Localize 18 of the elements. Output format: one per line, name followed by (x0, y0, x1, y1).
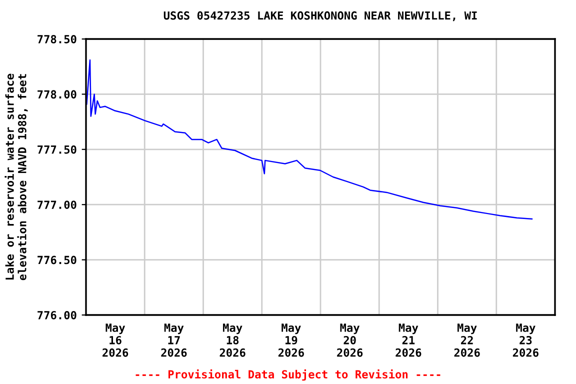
x-tick-label: May 20 2026 (337, 324, 363, 357)
line-series (86, 59, 533, 220)
text: ---- Provisional Data Subject to Revision ---- (136, 369, 440, 381)
x-tick-label: May 22 2026 (454, 324, 480, 357)
y-tick-label: 777.50 (38, 145, 76, 154)
y-axis-title: Lake or reservoir water surface elevation above NAVD 1988, feet (4, 74, 28, 280)
x-tick-label: May 21 2026 (396, 324, 422, 357)
x-tick-label: May 18 2026 (220, 324, 246, 357)
y-tick-label: 777.00 (38, 200, 76, 209)
chart-title: USGS 05427235 LAKE KOSHKONONG NEAR NEWVILLE, WI (164, 11, 477, 22)
x-tick-label: May 16 2026 (102, 324, 128, 357)
x-tick-label: May 23 2026 (512, 324, 538, 357)
y-tick-label: 776.00 (38, 310, 76, 320)
x-tick-label: May 19 2026 (278, 324, 304, 357)
y-tick-label: 778.50 (38, 34, 76, 44)
x-tick-label: May 17 2026 (161, 324, 187, 357)
y-tick-label: 776.50 (38, 256, 76, 264)
y-tick-label: 778.00 (38, 90, 76, 99)
